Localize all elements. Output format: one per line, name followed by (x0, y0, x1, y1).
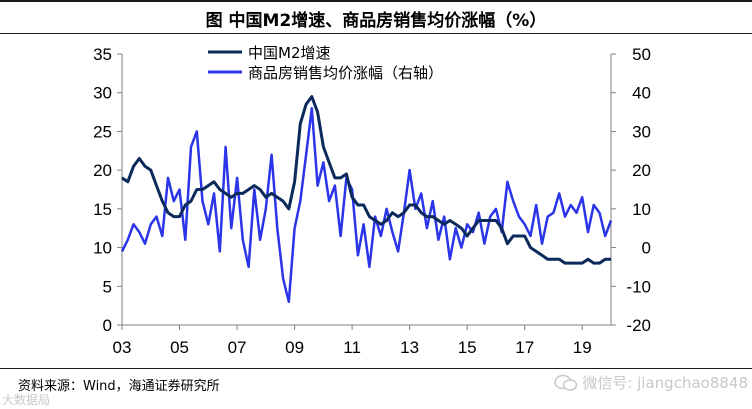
right-tick-label: 0 (642, 239, 651, 258)
x-tick-label: 19 (573, 338, 592, 357)
legend-label-m2: 中国M2增速 (248, 44, 331, 62)
series-line-house-price (120, 106, 613, 304)
right-tick-label: 50 (632, 45, 651, 64)
wechat-icon (554, 374, 578, 391)
watermark-left: 大数据局 (2, 393, 51, 407)
right-tick-label: -10 (626, 277, 651, 296)
x-tick-label: 17 (515, 338, 534, 357)
x-tick-label: 11 (343, 338, 361, 357)
title-top-rule (0, 0, 752, 2)
left-tick-label: 25 (93, 122, 112, 141)
series-line-m2 (121, 95, 611, 265)
x-tick-label: 09 (285, 338, 304, 357)
figure-title: 图 中国M2增速、商品房销售均价涨幅（%） (205, 11, 547, 31)
left-tick-label: 0 (103, 316, 112, 335)
watermark-right: 微信号: jiangchao8848 (554, 372, 748, 393)
right-tick-label: 30 (632, 122, 651, 141)
left-tick-label: 30 (93, 84, 112, 103)
x-tick-label: 05 (170, 338, 189, 357)
x-tick-label: 03 (113, 338, 132, 357)
right-tick-label: 20 (632, 161, 651, 180)
title-bottom-rule (0, 33, 752, 34)
left-tick-label: 5 (103, 277, 112, 296)
legend-label-house-price: 商品房销售均价涨幅（右轴） (248, 64, 443, 82)
right-tick-label: -20 (626, 316, 651, 335)
left-tick-label: 20 (93, 161, 112, 180)
right-tick-label: 10 (632, 200, 651, 219)
left-tick-label: 10 (93, 239, 112, 258)
left-tick-label: 35 (93, 45, 112, 64)
footer-rule (0, 368, 752, 369)
left-tick-label: 15 (93, 200, 112, 219)
right-tick-label: 40 (632, 84, 651, 103)
x-tick-label: 07 (228, 338, 247, 357)
figure-title-bar: 图 中国M2增速、商品房销售均价涨幅（%） (0, 0, 752, 34)
source-note: 资料来源：Wind，海通证券研究所 (18, 379, 220, 394)
x-tick-label: 13 (400, 338, 419, 357)
watermark-right-text: 微信号: jiangchao8848 (582, 374, 748, 392)
x-tick-label: 15 (458, 338, 477, 357)
